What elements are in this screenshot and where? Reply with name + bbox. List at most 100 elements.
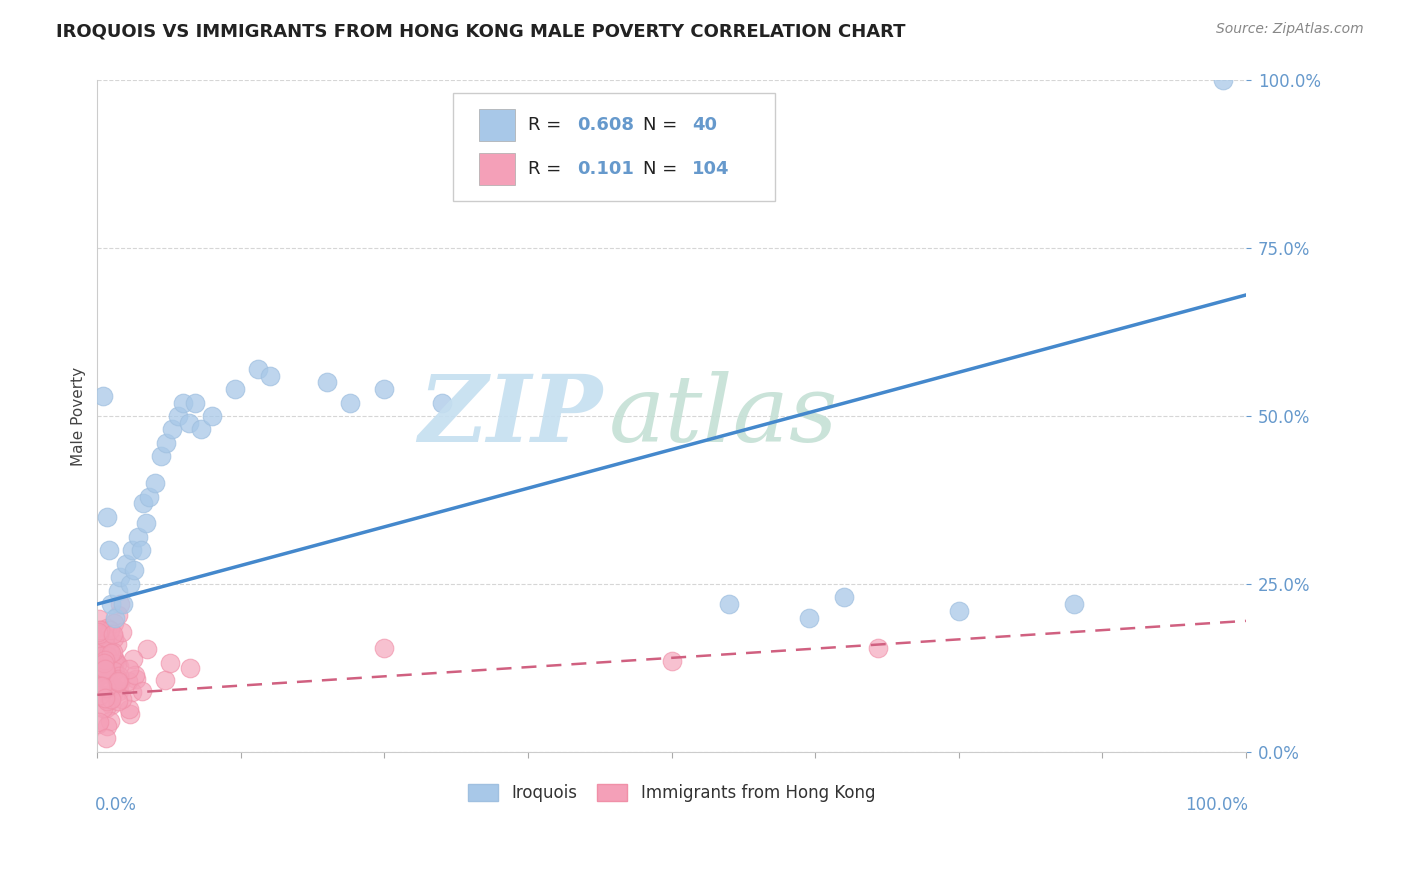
Point (108, 669, 131, 683)
Point (127, 530, 149, 544)
Point (93, 691, 115, 706)
Text: 40: 40 (692, 116, 717, 134)
Point (98, 651, 121, 665)
Point (118, 702, 141, 716)
Point (98, 679, 121, 693)
Point (430, 395, 453, 409)
Text: ZIP: ZIP (419, 371, 603, 461)
Point (100, 714, 122, 729)
Point (247, 362, 270, 376)
Point (131, 684, 153, 698)
Point (93, 630, 115, 644)
Point (135, 516, 157, 531)
Point (89, 679, 111, 693)
Point (100, 647, 122, 661)
Point (799, 610, 821, 624)
Point (87, 714, 110, 729)
Point (96, 632, 118, 647)
Point (91, 659, 114, 673)
Point (94, 662, 117, 676)
Point (103, 664, 125, 678)
Point (107, 694, 129, 708)
Text: IROQUOIS VS IMMIGRANTS FROM HONG KONG MALE POVERTY CORRELATION CHART: IROQUOIS VS IMMIGRANTS FROM HONG KONG MA… (56, 22, 905, 40)
Point (103, 673, 125, 688)
Point (98, 679, 121, 693)
Point (108, 674, 131, 689)
Point (103, 610, 125, 624)
Point (179, 660, 201, 674)
Point (93, 650, 115, 665)
Point (115, 557, 138, 571)
Point (160, 422, 183, 436)
Point (98, 623, 121, 637)
Point (107, 674, 129, 689)
Point (259, 368, 281, 383)
Text: 104: 104 (692, 161, 730, 178)
Point (93, 662, 115, 676)
Point (118, 707, 141, 722)
Point (103, 631, 125, 645)
Point (111, 691, 134, 706)
Point (155, 435, 177, 450)
Point (136, 642, 159, 657)
Point (118, 662, 141, 676)
Point (93, 690, 115, 705)
Point (868, 640, 890, 655)
Point (90, 665, 112, 679)
Point (1212, 73, 1234, 87)
Point (117, 673, 139, 688)
Text: 0.0%: 0.0% (96, 796, 136, 814)
Point (110, 597, 132, 611)
Point (97, 543, 120, 558)
Point (94, 653, 117, 667)
Point (159, 656, 181, 670)
Point (104, 653, 127, 667)
Point (90, 633, 112, 648)
Text: R =: R = (529, 116, 561, 134)
Point (224, 382, 246, 396)
Point (103, 615, 125, 630)
Point (149, 450, 172, 464)
Point (94, 731, 117, 746)
Point (107, 608, 129, 623)
Point (124, 668, 146, 682)
Point (121, 543, 143, 558)
FancyBboxPatch shape (453, 94, 775, 201)
Point (184, 395, 207, 409)
Point (90, 657, 112, 671)
Point (100, 597, 122, 611)
Point (91, 389, 114, 403)
Point (96, 647, 118, 661)
Point (90, 664, 112, 678)
Point (143, 476, 166, 491)
Text: N =: N = (643, 116, 678, 134)
Point (87, 624, 110, 639)
Point (94, 681, 117, 695)
Point (94, 637, 117, 651)
Point (97, 693, 120, 707)
Point (89, 624, 111, 638)
Point (87, 717, 110, 731)
Point (101, 679, 124, 693)
Point (103, 686, 125, 700)
Point (94, 701, 117, 715)
Point (105, 636, 128, 650)
Point (96, 649, 118, 664)
Point (96, 672, 118, 686)
Point (86, 661, 108, 675)
Point (94, 666, 117, 681)
Point (373, 640, 395, 655)
Point (108, 659, 131, 673)
Point (173, 395, 195, 409)
Point (107, 672, 129, 686)
Text: R =: R = (529, 161, 561, 178)
Point (110, 570, 132, 584)
Point (101, 627, 124, 641)
Point (339, 395, 361, 409)
Point (105, 670, 128, 684)
Point (101, 645, 124, 659)
Point (129, 543, 152, 558)
Point (103, 651, 125, 665)
Point (108, 684, 131, 698)
Point (100, 692, 122, 706)
